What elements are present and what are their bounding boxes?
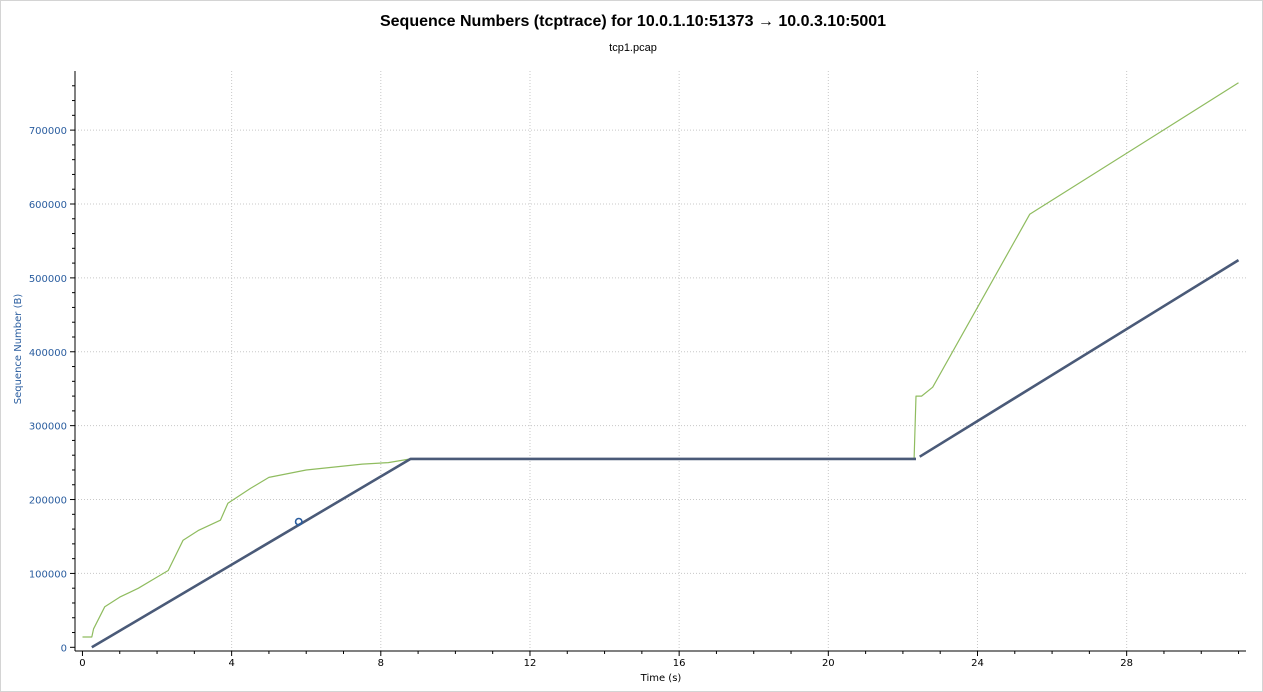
- series-line-1: [91, 457, 916, 649]
- x-tick-label: 4: [228, 658, 234, 669]
- grid: [75, 71, 1246, 651]
- y-tick-label: 600000: [29, 200, 67, 211]
- x-tick-label: 24: [971, 658, 984, 669]
- highlight-marker: [294, 517, 303, 526]
- annotations: [294, 517, 303, 526]
- x-axis-label: Time (s): [640, 673, 682, 684]
- y-tick-label: 500000: [29, 274, 67, 285]
- y-tick-label: 700000: [29, 126, 67, 137]
- y-tick-label: 300000: [29, 422, 67, 433]
- x-ticks: 0 4 8 12 16 20 24 28: [79, 651, 1240, 669]
- y-tick-label: 0: [61, 643, 67, 654]
- chart-title: Sequence Numbers (tcptrace) for 10.0.1.1…: [380, 13, 886, 30]
- series-line-2: [919, 258, 1240, 458]
- axes: [74, 71, 1246, 652]
- chart-subtitle: tcp1.pcap: [609, 42, 657, 54]
- x-tick-label: 8: [378, 658, 384, 669]
- series: [82, 82, 1240, 649]
- y-ticks: 0 100000 200000 300000 400000 500000 600000 700…: [29, 85, 75, 654]
- x-tick-label: 16: [673, 658, 686, 669]
- y-axis-label: Sequence Number (B): [13, 294, 24, 405]
- x-tick-label: 12: [524, 658, 537, 669]
- y-tick-label: 100000: [29, 569, 67, 580]
- x-tick-label: 28: [1120, 658, 1133, 669]
- y-tick-label: 200000: [29, 496, 67, 507]
- x-tick-label: 20: [822, 658, 835, 669]
- y-tick-label: 400000: [29, 348, 67, 359]
- series-line-0: [82, 82, 1239, 638]
- x-tick-label: 0: [79, 658, 85, 669]
